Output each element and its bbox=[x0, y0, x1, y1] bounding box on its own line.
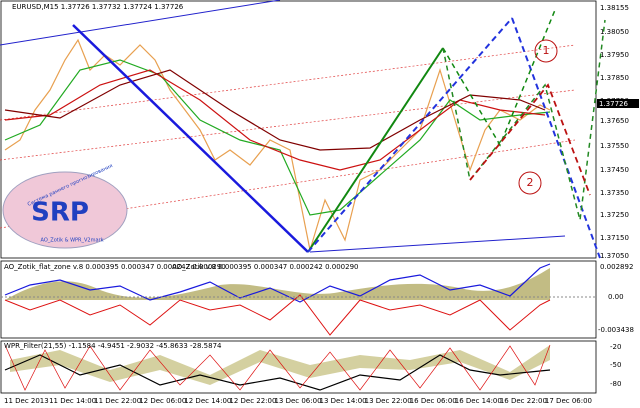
time-label: 13 Dec 14:00 bbox=[320, 397, 367, 405]
forecast-line bbox=[442, 9, 556, 147]
price-label: 1.37950 bbox=[600, 51, 629, 59]
wave-label: 1 bbox=[543, 44, 550, 57]
indicator-axis-label: -0.003438 bbox=[598, 326, 634, 334]
indicator-label: AO_Zotik v.8 0.000395 0.000347 0.000242 … bbox=[172, 263, 359, 271]
wave-line bbox=[307, 47, 444, 253]
current-price-box bbox=[597, 99, 639, 108]
price-label: 1.37350 bbox=[600, 189, 629, 197]
indicator-label: WPR_Filter(21,55) -1.1584 -4.9451 -2.903… bbox=[4, 342, 222, 350]
indicator-axis-label: -80 bbox=[610, 380, 621, 388]
chart-title: EURUSD,M15 1.37726 1.37732 1.37724 1.377… bbox=[12, 3, 184, 11]
time-label: 12 Dec 06:00 bbox=[139, 397, 186, 405]
time-label: 17 Dec 06:00 bbox=[545, 397, 592, 405]
time-label: 16 Dec 06:00 bbox=[410, 397, 457, 405]
price-label: 1.37050 bbox=[600, 252, 629, 260]
indicator-line bbox=[4, 294, 551, 336]
channel-line bbox=[0, 44, 576, 121]
indicator-area bbox=[10, 345, 550, 385]
price-label: 1.37250 bbox=[600, 211, 629, 219]
forecast-line bbox=[307, 17, 513, 253]
forecast-line bbox=[511, 17, 601, 259]
forecast-line bbox=[469, 83, 591, 196]
time-label: 16 Dec 22:00 bbox=[500, 397, 547, 405]
indicator-line bbox=[4, 344, 551, 391]
moving-average bbox=[4, 69, 546, 151]
wave-marker bbox=[534, 39, 558, 63]
time-label: 13 Dec 22:00 bbox=[365, 397, 412, 405]
time-label: 11 Dec 14:00 bbox=[49, 397, 96, 405]
wave-line bbox=[72, 24, 309, 253]
channel-line bbox=[0, 89, 576, 161]
indicator-line bbox=[4, 263, 551, 303]
price-line bbox=[4, 38, 551, 251]
time-label: 12 Dec 22:00 bbox=[229, 397, 276, 405]
price-label: 1.37150 bbox=[600, 234, 629, 242]
logo-badge bbox=[2, 171, 128, 249]
current-price: 1.37726 bbox=[599, 100, 628, 108]
price-label: 1.37450 bbox=[600, 166, 629, 174]
main-pane bbox=[0, 0, 597, 259]
price-label: 1.37650 bbox=[600, 117, 629, 125]
channel-line bbox=[0, 0, 281, 46]
price-label: 1.38155 bbox=[600, 4, 629, 12]
price-label: 1.37550 bbox=[600, 142, 629, 150]
time-label: 11 Dec 2013 bbox=[4, 397, 49, 405]
logo: SRP Система раннего прогнозирования AO_Z… bbox=[2, 163, 128, 249]
time-label: 13 Dec 06:00 bbox=[274, 397, 321, 405]
wave-marker bbox=[518, 171, 542, 195]
indicator-axis-label: 0.002892 bbox=[600, 263, 633, 271]
indicator-pane bbox=[0, 340, 597, 394]
time-label: 12 Dec 14:00 bbox=[184, 397, 231, 405]
indicator-axis-label: -20 bbox=[610, 343, 621, 351]
channel-line bbox=[309, 235, 566, 253]
wave-label: 2 bbox=[527, 176, 534, 189]
forecast-line bbox=[442, 19, 606, 221]
price-label: 1.38050 bbox=[600, 28, 629, 36]
logo-title: SRP bbox=[31, 198, 89, 228]
indicator-axis-label: 0.00 bbox=[608, 293, 624, 301]
moving-average bbox=[4, 59, 551, 216]
price-label: 1.37850 bbox=[600, 74, 629, 82]
indicator-area bbox=[5, 268, 550, 300]
time-label: 16 Dec 14:00 bbox=[455, 397, 502, 405]
logo-footer: AO_Zotik & WPR_V2mark bbox=[41, 238, 104, 244]
indicator-pane bbox=[0, 260, 597, 339]
indicator-label: AO_Zotik_flat_zone v.8 0.000395 0.000347… bbox=[4, 263, 226, 271]
indicator-axis-label: -50 bbox=[610, 361, 621, 369]
time-label: 11 Dec 22:00 bbox=[94, 397, 141, 405]
indicator-line bbox=[4, 354, 551, 391]
